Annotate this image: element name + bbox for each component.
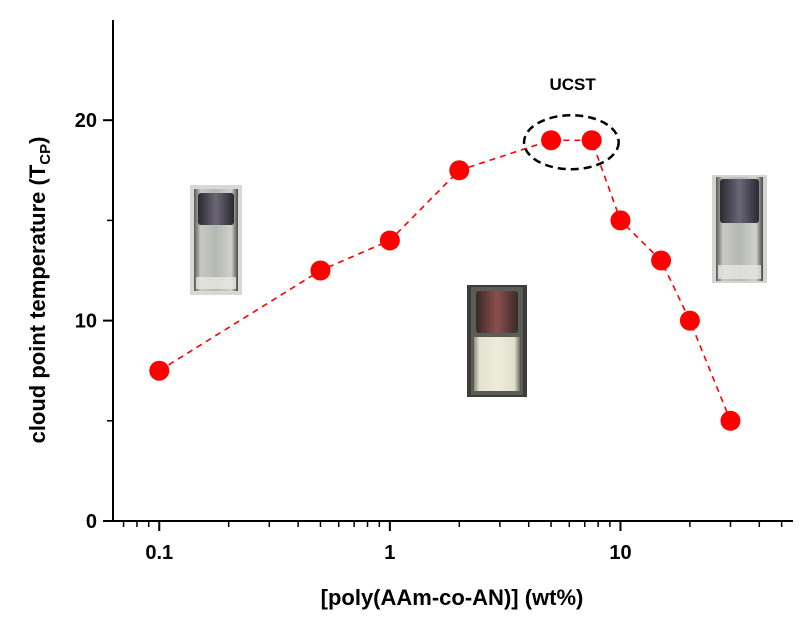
data-point [379, 230, 400, 251]
y-axis-ticks: 0 10 20 [75, 110, 113, 533]
x-tick-label: 10 [609, 542, 631, 564]
x-tick-label: 1 [384, 542, 395, 564]
axes: 0.1 1 10 0 10 20 [75, 20, 793, 564]
data-points [149, 130, 741, 431]
y-tick-label: 20 [75, 110, 97, 132]
data-point [679, 310, 700, 331]
x-tick-label: 0.1 [145, 542, 173, 564]
x-axis-ticks: 0.1 1 10 [122, 521, 783, 564]
vial-turbid-mid-concentration [467, 285, 527, 397]
data-point [541, 130, 562, 151]
x-axis-title: [poly(AAm-co-AN)] (wt%) [321, 585, 584, 610]
data-point [720, 410, 741, 431]
y-tick-label: 10 [75, 311, 97, 333]
data-point [310, 260, 331, 281]
vial-clear-high-concentration [712, 175, 767, 283]
data-point [149, 360, 170, 381]
ucst-label: UCST [549, 75, 596, 94]
data-point [449, 160, 470, 181]
data-point [581, 130, 602, 151]
vial-clear-low-concentration [190, 185, 242, 295]
data-point [610, 210, 631, 231]
series-line-cloud-point [158, 139, 732, 422]
data-point [651, 250, 672, 271]
ucst-ellipse [522, 113, 620, 171]
y-axis-title: cloud point temperature (TCP) [25, 137, 54, 444]
y-tick-label: 0 [86, 511, 97, 533]
